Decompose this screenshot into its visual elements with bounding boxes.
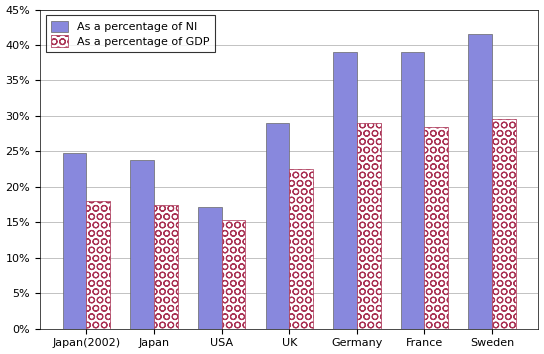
- Bar: [401, 52, 424, 329]
- Bar: [424, 127, 448, 329]
- Bar: [468, 34, 492, 329]
- Bar: [492, 120, 516, 329]
- Bar: [198, 207, 221, 329]
- Bar: [221, 220, 245, 329]
- Bar: [333, 52, 357, 329]
- Bar: [265, 123, 289, 329]
- Bar: [86, 201, 110, 329]
- Bar: [154, 205, 178, 329]
- Bar: [289, 169, 313, 329]
- Bar: [63, 153, 86, 329]
- Legend: As a percentage of NI, As a percentage of GDP: As a percentage of NI, As a percentage o…: [46, 15, 215, 52]
- Bar: [357, 123, 381, 329]
- Bar: [131, 160, 154, 329]
